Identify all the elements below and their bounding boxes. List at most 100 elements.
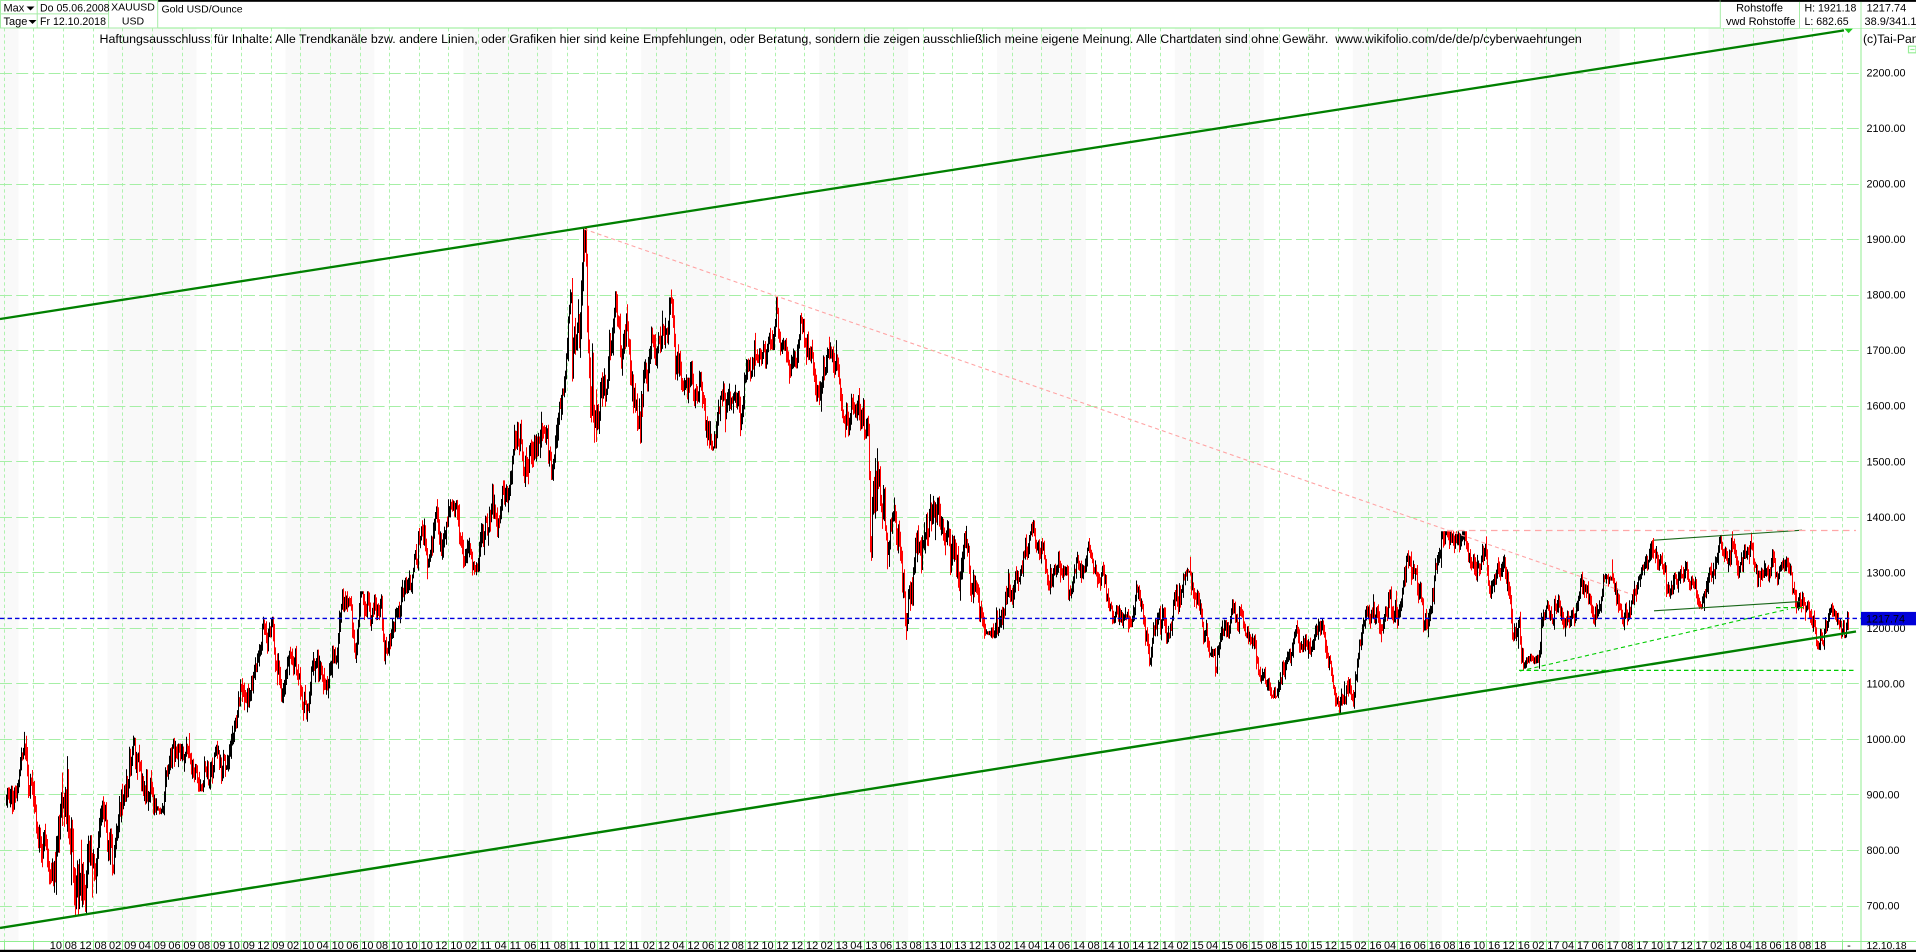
svg-text:04: 04 — [1384, 940, 1396, 952]
svg-text:14: 14 — [1014, 940, 1026, 952]
svg-text:04: 04 — [139, 940, 151, 952]
svg-text:04: 04 — [1562, 940, 1574, 952]
svg-text:04: 04 — [1206, 940, 1218, 952]
svg-text:16: 16 — [1488, 940, 1500, 952]
svg-text:06: 06 — [168, 940, 180, 952]
svg-text:15: 15 — [1340, 940, 1352, 952]
svg-text:04: 04 — [495, 940, 507, 952]
svg-text:11: 11 — [628, 940, 639, 952]
svg-text:12: 12 — [806, 940, 818, 952]
svg-text:17: 17 — [1666, 940, 1678, 952]
svg-text:09: 09 — [272, 940, 284, 952]
svg-text:L: 682.65: L: 682.65 — [1805, 16, 1849, 28]
svg-text:1000.00: 1000.00 — [1867, 734, 1906, 746]
svg-text:11: 11 — [510, 940, 521, 952]
svg-text:13: 13 — [984, 940, 996, 952]
svg-text:02: 02 — [287, 940, 299, 952]
svg-text:2200.00: 2200.00 — [1867, 68, 1906, 80]
svg-text:10: 10 — [332, 940, 344, 952]
svg-text:38.9/341.1: 38.9/341.1 — [1865, 16, 1916, 28]
svg-text:Gold USD/Ounce: Gold USD/Ounce — [162, 4, 243, 16]
svg-text:1300.00: 1300.00 — [1867, 567, 1906, 579]
svg-text:06: 06 — [1414, 940, 1426, 952]
svg-text:16: 16 — [1518, 940, 1530, 952]
svg-text:13: 13 — [925, 940, 937, 952]
svg-text:10: 10 — [1651, 940, 1663, 952]
svg-text:10: 10 — [391, 940, 403, 952]
svg-text:10: 10 — [406, 940, 418, 952]
svg-text:02: 02 — [1710, 940, 1722, 952]
svg-text:08: 08 — [1265, 940, 1277, 952]
svg-text:17: 17 — [1696, 940, 1708, 952]
svg-text:14: 14 — [1103, 940, 1115, 952]
svg-text:08: 08 — [910, 940, 922, 952]
svg-text:02: 02 — [109, 940, 121, 952]
svg-text:04: 04 — [1028, 940, 1040, 952]
svg-text:11: 11 — [599, 940, 610, 952]
svg-text:10: 10 — [450, 940, 462, 952]
svg-text:09: 09 — [213, 940, 225, 952]
svg-text:08: 08 — [732, 940, 744, 952]
svg-text:12: 12 — [687, 940, 699, 952]
svg-text:15: 15 — [1251, 940, 1263, 952]
svg-text:14: 14 — [1043, 940, 1055, 952]
svg-text:17: 17 — [1607, 940, 1619, 952]
svg-text:10: 10 — [1295, 940, 1307, 952]
svg-text:1800.00: 1800.00 — [1867, 290, 1906, 302]
svg-text:900.00: 900.00 — [1867, 789, 1900, 801]
svg-text:2100.00: 2100.00 — [1867, 123, 1906, 135]
svg-text:10: 10 — [1117, 940, 1129, 952]
svg-text:09: 09 — [243, 940, 255, 952]
svg-text:10: 10 — [302, 940, 314, 952]
svg-text:Tage: Tage — [4, 16, 28, 28]
svg-text:10: 10 — [228, 940, 240, 952]
svg-text:Max: Max — [4, 3, 25, 15]
svg-text:12: 12 — [1681, 940, 1693, 952]
svg-text:02: 02 — [999, 940, 1011, 952]
svg-text:10: 10 — [761, 940, 773, 952]
svg-text:13: 13 — [865, 940, 877, 952]
svg-text:06: 06 — [702, 940, 714, 952]
svg-text:04: 04 — [317, 940, 329, 952]
svg-text:1217.74: 1217.74 — [1866, 614, 1905, 626]
svg-text:08: 08 — [198, 940, 210, 952]
svg-text:08: 08 — [95, 940, 107, 952]
svg-text:06: 06 — [880, 940, 892, 952]
svg-text:XAUUSD: XAUUSD — [111, 2, 155, 14]
svg-text:16: 16 — [1399, 940, 1411, 952]
svg-text:12: 12 — [776, 940, 788, 952]
svg-text:08: 08 — [1621, 940, 1633, 952]
svg-text:14: 14 — [1132, 940, 1144, 952]
svg-text:1500.00: 1500.00 — [1867, 456, 1906, 468]
svg-text:Haftungsausschluss für Inhalte: Haftungsausschluss für Inhalte: Alle Tre… — [100, 32, 1582, 46]
svg-text:1600.00: 1600.00 — [1867, 401, 1906, 413]
svg-text:17: 17 — [1636, 940, 1648, 952]
svg-text:04: 04 — [1740, 940, 1752, 952]
svg-text:700.00: 700.00 — [1867, 901, 1900, 913]
svg-text:13: 13 — [836, 940, 848, 952]
svg-text:1100.00: 1100.00 — [1867, 678, 1905, 690]
svg-text:Fr 12.10.2018: Fr 12.10.2018 — [40, 16, 106, 28]
svg-text:08: 08 — [376, 940, 388, 952]
svg-text:1200.00: 1200.00 — [1867, 623, 1906, 635]
svg-text:04: 04 — [672, 940, 684, 952]
svg-text:08: 08 — [1088, 940, 1100, 952]
svg-text:06: 06 — [1236, 940, 1248, 952]
svg-text:06: 06 — [1769, 940, 1781, 952]
svg-text:11: 11 — [480, 940, 491, 952]
svg-text:18: 18 — [1785, 940, 1797, 952]
svg-text:06: 06 — [346, 940, 358, 952]
svg-text:16: 16 — [1369, 940, 1381, 952]
svg-text:15: 15 — [1192, 940, 1204, 952]
svg-text:12: 12 — [1325, 940, 1337, 952]
svg-text:1700.00: 1700.00 — [1867, 345, 1906, 357]
svg-text:02: 02 — [1176, 940, 1188, 952]
svg-text:14: 14 — [1073, 940, 1085, 952]
svg-text:Rohstoffe: Rohstoffe — [1736, 3, 1783, 15]
svg-text:10: 10 — [421, 940, 433, 952]
svg-text:16: 16 — [1458, 940, 1470, 952]
svg-text:06: 06 — [1592, 940, 1604, 952]
svg-text:-: - — [1847, 940, 1851, 952]
svg-text:10: 10 — [50, 940, 62, 952]
svg-text:08: 08 — [1443, 940, 1455, 952]
